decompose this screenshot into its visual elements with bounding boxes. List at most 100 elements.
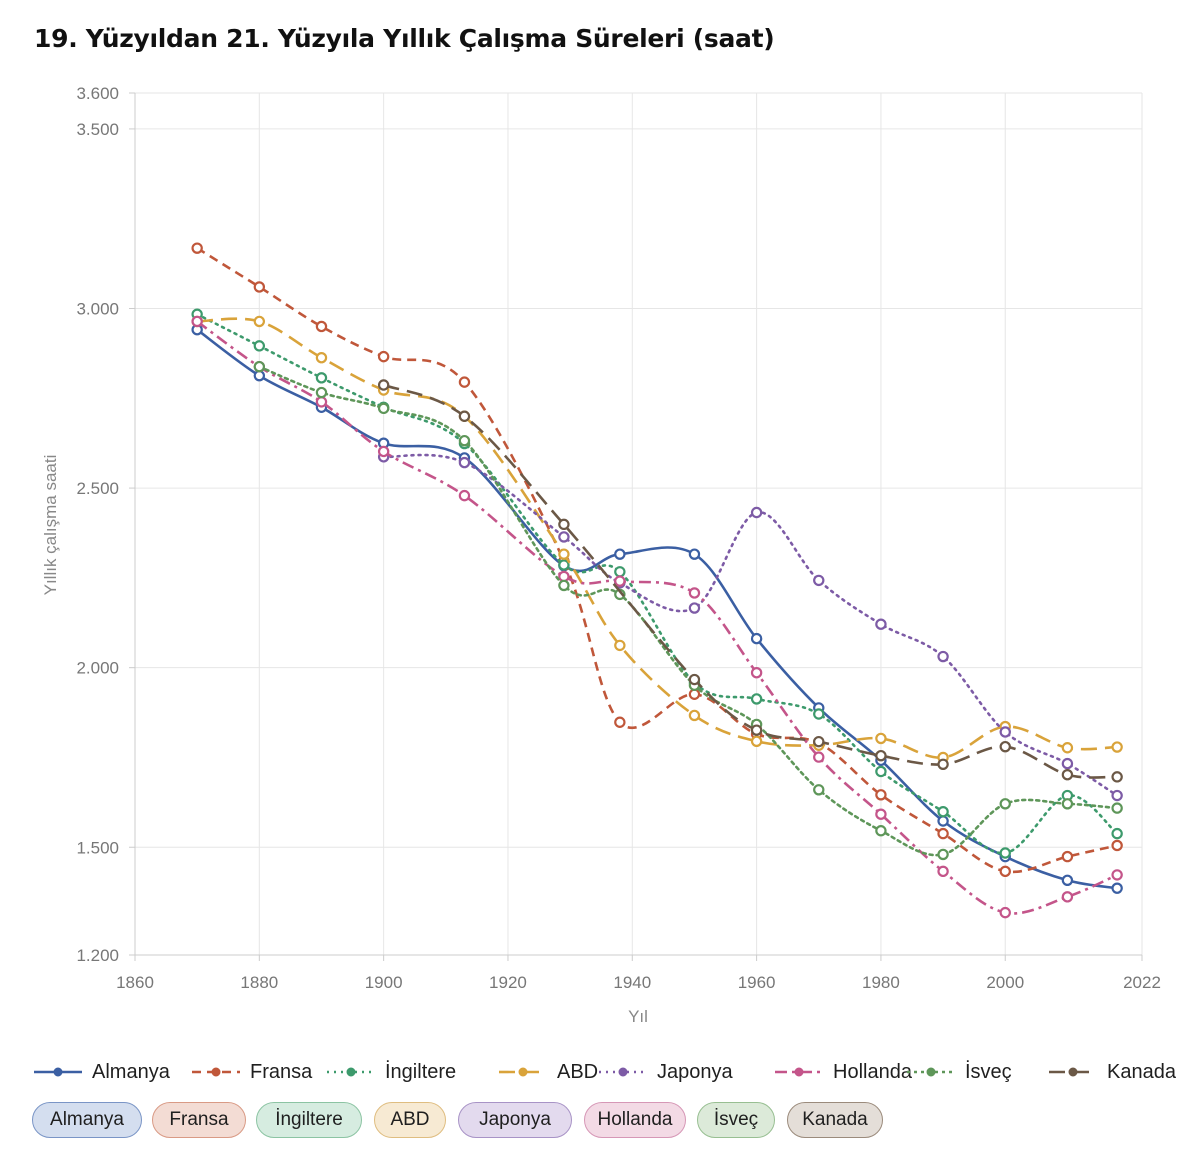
series-1-point[interactable]: [458, 376, 471, 388]
series-1-point[interactable]: [999, 865, 1011, 878]
filter-chip-1[interactable]: Fransa: [152, 1102, 246, 1138]
series-3-point[interactable]: [315, 352, 328, 364]
series-5-point[interactable]: [1061, 891, 1074, 903]
series-6-point[interactable]: [875, 825, 887, 837]
series-7-point[interactable]: [688, 673, 701, 686]
series-5-point[interactable]: [614, 575, 626, 587]
filter-chip-3[interactable]: ABD: [374, 1102, 446, 1138]
series-6-point[interactable]: [558, 579, 570, 592]
series-2-point[interactable]: [875, 765, 887, 778]
series-2-point[interactable]: [315, 372, 328, 384]
series-5-point[interactable]: [558, 570, 570, 583]
series-2-point[interactable]: [999, 847, 1011, 859]
filter-chip-4[interactable]: Japonya: [458, 1102, 572, 1138]
series-5-point[interactable]: [191, 315, 203, 328]
series-5-point[interactable]: [750, 666, 763, 679]
series-4-point[interactable]: [937, 650, 949, 663]
series-5-point[interactable]: [458, 489, 471, 502]
series-5-point[interactable]: [937, 865, 949, 878]
series-5-point[interactable]: [813, 751, 825, 763]
series-2-point[interactable]: [558, 559, 570, 571]
series-6-point[interactable]: [253, 360, 266, 373]
legend-item-1[interactable]: Fransa: [190, 1055, 312, 1089]
series-6-point[interactable]: [999, 798, 1011, 810]
legend-item-0[interactable]: Almanya: [32, 1055, 170, 1089]
series-3-point[interactable]: [875, 732, 887, 745]
series-0-point[interactable]: [614, 548, 626, 560]
series-6-point[interactable]: [315, 386, 328, 399]
series-4-point[interactable]: [458, 456, 471, 469]
series-6-point[interactable]: [1061, 798, 1074, 810]
legend-item-3[interactable]: ABD: [497, 1055, 598, 1089]
series-4-point[interactable]: [999, 726, 1011, 738]
series-7-point[interactable]: [458, 410, 471, 422]
series-5-point[interactable]: [377, 445, 390, 458]
legend-item-7[interactable]: Kanada: [1047, 1055, 1176, 1089]
series-0-point[interactable]: [1111, 882, 1123, 894]
series-6-point[interactable]: [1111, 802, 1123, 814]
series-4-point[interactable]: [1111, 789, 1123, 802]
series-2-point[interactable]: [750, 693, 763, 705]
series-1-point[interactable]: [937, 827, 949, 840]
series-4-point[interactable]: [1061, 757, 1074, 770]
series-1-point[interactable]: [875, 789, 887, 801]
series-2-point[interactable]: [813, 708, 825, 720]
series-1-point[interactable]: [614, 716, 626, 728]
series-0-point[interactable]: [750, 632, 763, 645]
filter-chip-0[interactable]: Almanya: [32, 1102, 142, 1138]
series-3-point[interactable]: [750, 735, 763, 747]
series-6-point[interactable]: [377, 402, 390, 415]
series-7-point[interactable]: [1061, 768, 1074, 781]
series-4-point[interactable]: [558, 531, 570, 543]
series-7-point[interactable]: [999, 740, 1011, 753]
series-4-point[interactable]: [688, 602, 701, 614]
series-1-point[interactable]: [253, 281, 266, 293]
series-2-point[interactable]: [614, 566, 626, 578]
series-4-point[interactable]: [813, 574, 825, 587]
series-2-point[interactable]: [253, 340, 266, 352]
series-5-point[interactable]: [875, 808, 887, 820]
series-2-point[interactable]: [937, 805, 949, 818]
series-7-point[interactable]: [875, 749, 887, 762]
series-5-point[interactable]: [688, 587, 701, 599]
series-0-point[interactable]: [937, 815, 949, 827]
series-3-point[interactable]: [1061, 742, 1074, 754]
series-5-point[interactable]: [1111, 869, 1123, 881]
series-0-point[interactable]: [1061, 874, 1074, 886]
series-1-point[interactable]: [1061, 850, 1074, 863]
series-1-point[interactable]: [315, 320, 328, 333]
series-7-point[interactable]: [1111, 771, 1123, 783]
series-3-point[interactable]: [1111, 741, 1123, 753]
series-6-point[interactable]: [813, 784, 825, 796]
series-0-point[interactable]: [688, 548, 701, 560]
legend-item-6[interactable]: İsveç: [905, 1055, 1012, 1089]
filter-chip-6[interactable]: İsveç: [697, 1102, 775, 1138]
series-1-point[interactable]: [377, 350, 390, 363]
series-6-point[interactable]: [937, 848, 949, 861]
series-1-point[interactable]: [688, 688, 701, 700]
series-3-point[interactable]: [688, 709, 701, 722]
series-7-point[interactable]: [937, 758, 949, 770]
series-2-point[interactable]: [1111, 827, 1123, 840]
legend-item-5[interactable]: Hollanda: [773, 1055, 912, 1089]
series-7-point[interactable]: [377, 379, 390, 391]
filter-chip-5[interactable]: Hollanda: [584, 1102, 686, 1138]
series-7-point[interactable]: [750, 724, 763, 736]
series-3-point[interactable]: [253, 315, 266, 328]
series-5-point[interactable]: [999, 906, 1011, 919]
series-5-point[interactable]: [315, 396, 328, 408]
filter-chip-2[interactable]: İngiltere: [256, 1102, 362, 1138]
legend-item-2[interactable]: İngiltere: [325, 1055, 456, 1089]
legend-item-4[interactable]: Japonya: [597, 1055, 733, 1089]
series-4-point[interactable]: [750, 506, 763, 519]
series-1-point[interactable]: [191, 242, 203, 254]
series-3-point[interactable]: [558, 548, 570, 560]
series-1-point[interactable]: [1111, 839, 1123, 852]
filter-chip-7[interactable]: Kanada: [787, 1102, 883, 1138]
series-0-point[interactable]: [253, 369, 266, 382]
series-6-point[interactable]: [458, 434, 471, 447]
series-7-point[interactable]: [558, 518, 570, 531]
series-3-point[interactable]: [614, 639, 626, 652]
series-7-point[interactable]: [813, 735, 825, 748]
series-4-point[interactable]: [875, 618, 887, 630]
